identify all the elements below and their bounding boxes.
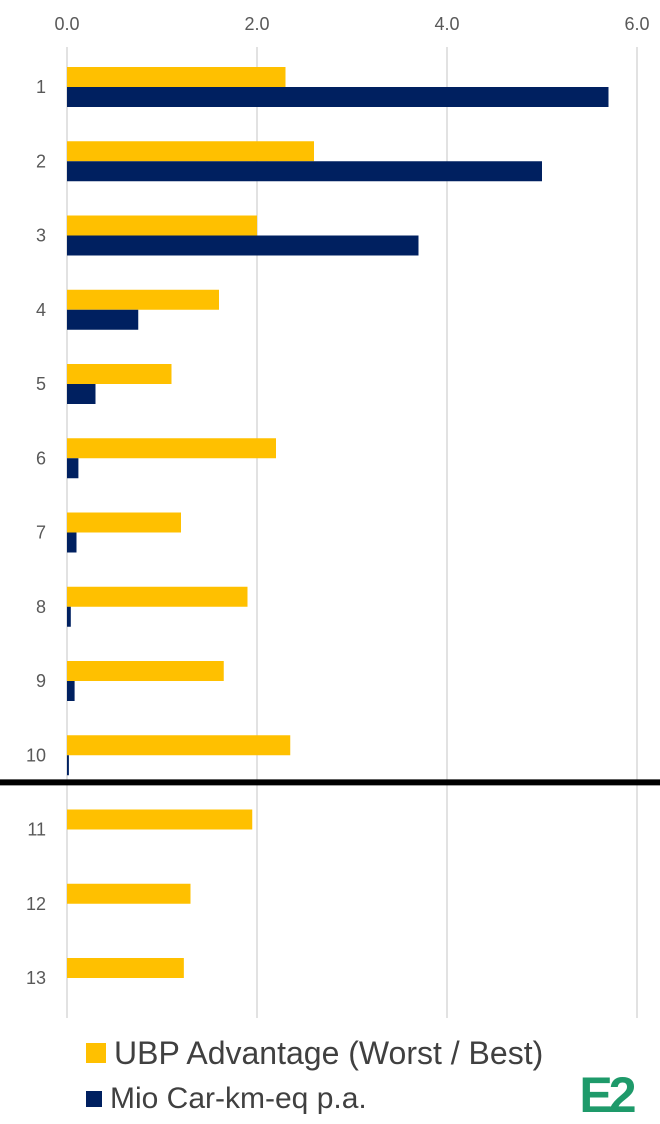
bar-mio-car-km [67, 458, 79, 479]
category-label: 11 [27, 820, 46, 840]
x-tick-label: 6.0 [624, 14, 649, 34]
bar-ubp-advantage [67, 586, 248, 607]
bar-ubp-advantage [67, 512, 181, 533]
category-label: 6 [36, 448, 46, 468]
x-tick-label: 0.0 [54, 14, 79, 34]
legend-item-ubp: UBP Advantage (Worst / Best) [86, 1030, 543, 1076]
category-label: 13 [26, 968, 46, 988]
category-label: 4 [36, 300, 46, 320]
legend-swatch-ubp [86, 1043, 106, 1063]
x-tick-labels: 0.0 2.0 4.0 6.0 [54, 14, 649, 34]
category-label: 10 [26, 745, 46, 765]
bar-ubp-advantage [67, 438, 276, 459]
svg-text:E2: E2 [579, 1067, 634, 1118]
x-tick-label: 2.0 [244, 14, 269, 34]
bar-mio-car-km [67, 384, 96, 404]
bar-ubp-advantage [67, 364, 172, 384]
category-label: 5 [36, 374, 46, 394]
bar-ubp-advantage [67, 735, 291, 756]
legend-item-mio: Mio Car-km-eq p.a. [86, 1076, 543, 1122]
category-label: 9 [36, 671, 46, 691]
bar-ubp-advantage [67, 958, 184, 978]
bar-mio-car-km [67, 309, 139, 330]
legend-swatch-mio [86, 1091, 102, 1107]
bar-ubp-advantage [67, 289, 219, 310]
category-label: 1 [36, 77, 46, 97]
x-tick-label: 4.0 [434, 14, 459, 34]
category-label: 7 [36, 523, 46, 543]
bar-mio-car-km [67, 532, 77, 553]
legend: UBP Advantage (Worst / Best) Mio Car-km-… [86, 1030, 543, 1122]
e2-logo: E2 [579, 1067, 636, 1118]
bar-ubp-advantage [67, 809, 253, 830]
bar-ubp-advantage [67, 215, 257, 236]
bars [67, 67, 609, 978]
bar-mio-car-km [67, 606, 71, 627]
bar-mio-car-km [67, 235, 419, 256]
bar-mio-car-km [67, 681, 75, 701]
bar-ubp-advantage [67, 883, 191, 904]
bar-mio-car-km [67, 87, 609, 107]
legend-label-ubp: UBP Advantage (Worst / Best) [114, 1034, 544, 1071]
bar-mio-car-km [67, 755, 69, 776]
bar-ubp-advantage [67, 661, 224, 681]
category-label: 8 [36, 597, 46, 617]
category-label: 2 [36, 151, 46, 171]
category-label: 3 [36, 226, 46, 246]
bar-ubp-advantage [67, 141, 314, 162]
legend-label-mio: Mio Car-km-eq p.a. [110, 1082, 367, 1115]
bar-ubp-advantage [67, 67, 286, 87]
category-label: 12 [26, 894, 46, 914]
bar-mio-car-km [67, 161, 542, 182]
